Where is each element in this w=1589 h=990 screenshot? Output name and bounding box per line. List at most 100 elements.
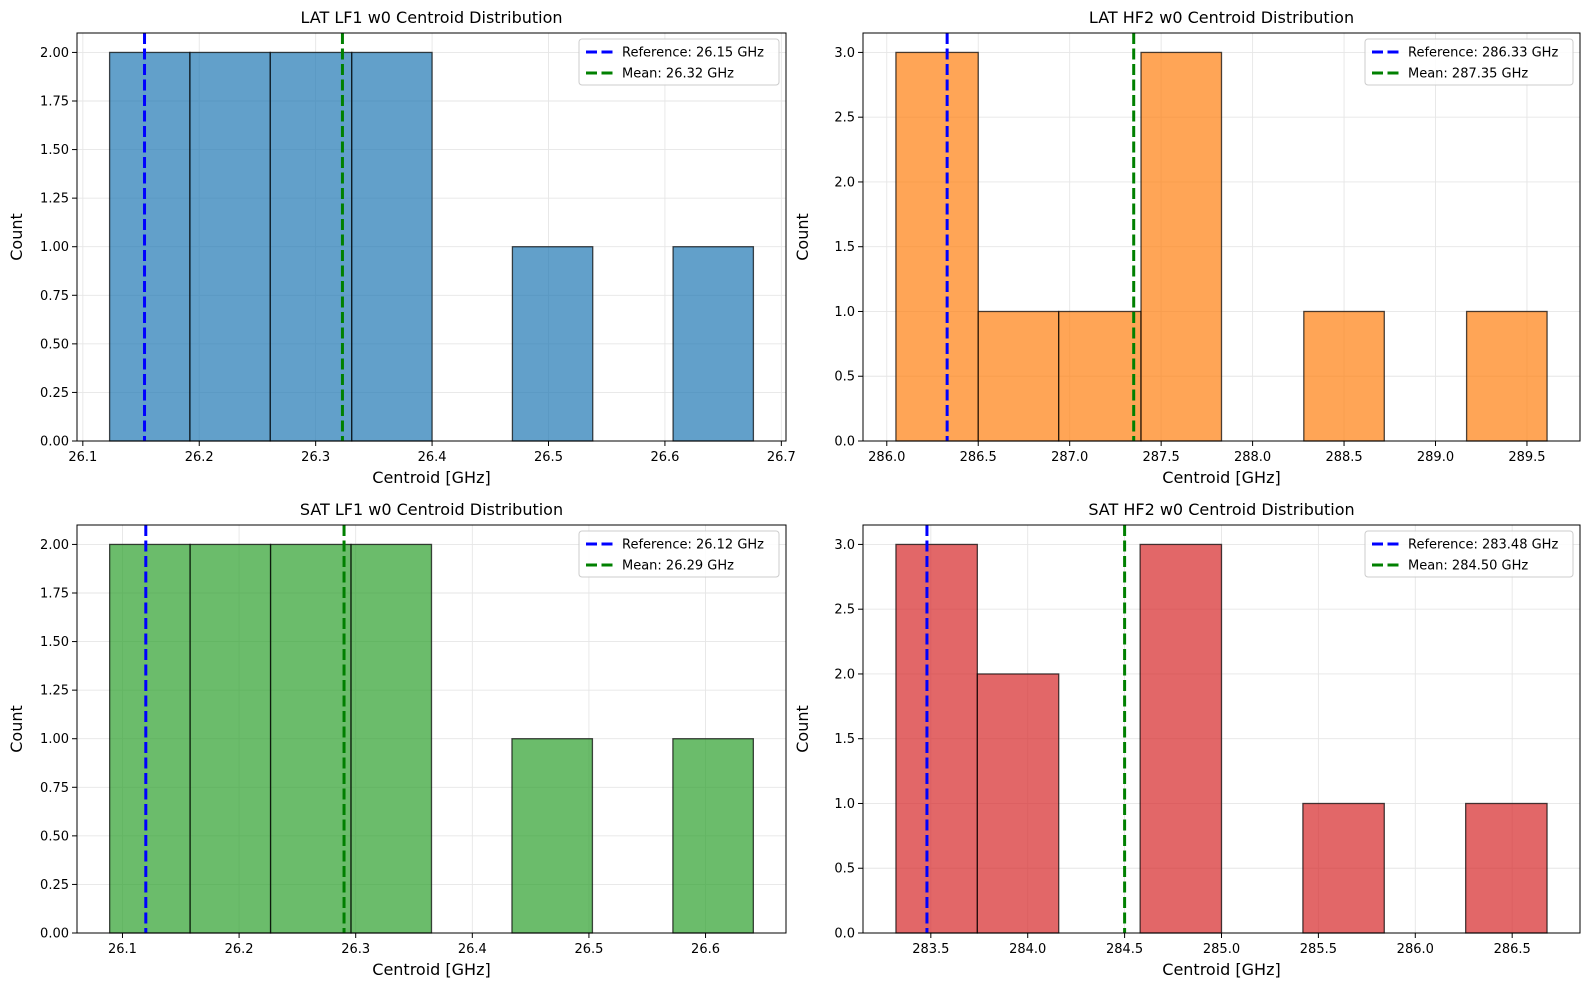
x-tick-label: 26.4	[458, 942, 487, 957]
legend-box	[1364, 38, 1574, 86]
legend-box	[578, 38, 780, 86]
x-tick-label: 26.3	[341, 942, 370, 957]
x-tick-label: 289.5	[1508, 450, 1545, 465]
y-tick-label: 0.25	[40, 386, 69, 401]
histogram-bar	[1303, 310, 1385, 442]
y-tick-label: 2.0	[834, 667, 855, 682]
x-tick-label: 288.0	[1234, 450, 1271, 465]
y-tick-label: 1.50	[40, 143, 69, 158]
histogram-bar	[672, 246, 755, 442]
x-tick-label: 286.5	[960, 450, 997, 465]
y-tick-label: 1.50	[40, 635, 69, 650]
legend: Reference: 286.33 GHz Mean: 287.35 GHz	[1364, 38, 1574, 86]
histogram-bar	[1139, 543, 1223, 934]
histogram-bar	[1140, 51, 1223, 442]
x-tick-label: 284.5	[1106, 942, 1143, 957]
y-tick-label: 0.0	[834, 435, 855, 450]
x-tick-label: 288.5	[1325, 450, 1362, 465]
y-tick-label: 0.5	[834, 862, 855, 877]
legend: Reference: 26.15 GHz Mean: 26.32 GHz	[578, 38, 780, 86]
y-axis-label: Count	[793, 213, 812, 261]
y-tick-label: 3.0	[834, 46, 855, 61]
y-tick-label: 2.5	[834, 603, 855, 618]
histogram-bar	[109, 543, 191, 934]
x-tick-label: 26.3	[301, 450, 330, 465]
y-tick-label: 0.50	[40, 337, 69, 352]
x-tick-label: 26.7	[767, 450, 796, 465]
legend-reference-label: Reference: 26.12 GHz	[622, 538, 764, 553]
y-tick-label: 0.75	[40, 781, 69, 796]
histogram-bar	[1465, 802, 1548, 934]
x-tick-label: 285.5	[1300, 942, 1337, 957]
x-axis-label: Centroid [GHz]	[1162, 468, 1280, 487]
x-tick-label: 26.6	[691, 942, 720, 957]
y-tick-label: 0.0	[834, 927, 855, 942]
histogram-bar	[976, 673, 1060, 934]
histogram-bar	[977, 310, 1060, 442]
histogram-bar	[189, 51, 271, 442]
legend-box	[578, 530, 780, 578]
x-axis-label: Centroid [GHz]	[372, 468, 490, 487]
histogram-bar	[895, 543, 978, 934]
x-tick-label: 26.1	[68, 450, 97, 465]
x-tick-label: 289.0	[1417, 450, 1454, 465]
y-tick-label: 0.00	[40, 435, 69, 450]
histogram-bar	[269, 51, 353, 442]
axes-frame	[76, 32, 787, 442]
y-tick-label: 1.25	[40, 684, 69, 699]
x-tick-label: 26.2	[225, 942, 254, 957]
legend-reference-label: Reference: 283.48 GHz	[1408, 538, 1558, 553]
histogram-bar	[1058, 310, 1142, 442]
x-tick-label: 284.0	[1009, 942, 1046, 957]
legend-reference-label: Reference: 26.15 GHz	[622, 46, 764, 61]
x-tick-label: 286.5	[1494, 942, 1531, 957]
x-tick-label: 26.5	[574, 942, 603, 957]
chart-title: LAT LF1 w0 Centroid Distribution	[300, 8, 562, 27]
y-tick-label: 2.00	[40, 538, 69, 553]
x-tick-label: 287.5	[1143, 450, 1180, 465]
y-tick-label: 1.00	[40, 240, 69, 255]
x-tick-label: 26.4	[418, 450, 447, 465]
axes-frame	[76, 524, 787, 934]
y-axis-label: Count	[793, 705, 812, 753]
legend: Reference: 283.48 GHz Mean: 284.50 GHz	[1364, 530, 1574, 578]
x-tick-label: 26.5	[534, 450, 563, 465]
y-tick-label: 0.25	[40, 878, 69, 893]
chart-panel-2: 286.0 286.5 287.0 287.5 288.0 288.5 289.0 289.5…	[793, 8, 1581, 487]
histogram-bar	[1465, 310, 1548, 442]
y-tick-label: 0.50	[40, 829, 69, 844]
x-axis-label: Centroid [GHz]	[372, 960, 490, 979]
histogram-bar	[269, 543, 352, 934]
y-tick-label: 1.5	[834, 732, 855, 747]
legend-mean-label: Mean: 26.32 GHz	[622, 67, 734, 82]
y-tick-label: 2.00	[40, 46, 69, 61]
chart-title: LAT HF2 w0 Centroid Distribution	[1089, 8, 1354, 27]
y-tick-label: 3.0	[834, 538, 855, 553]
legend-mean-label: Mean: 284.50 GHz	[1408, 559, 1528, 574]
histogram-bar	[1302, 802, 1385, 934]
y-tick-label: 1.75	[40, 95, 69, 110]
y-tick-label: 1.5	[834, 240, 855, 255]
legend-mean-label: Mean: 287.35 GHz	[1408, 67, 1528, 82]
chart-title: SAT LF1 w0 Centroid Distribution	[300, 500, 563, 519]
y-tick-label: 0.75	[40, 289, 69, 304]
legend-mean-label: Mean: 26.29 GHz	[622, 559, 734, 574]
y-tick-label: 1.0	[834, 797, 855, 812]
y-tick-label: 1.75	[40, 587, 69, 602]
chart-panel-1: 26.1 26.2 26.3 26.4 26.5 26.6 26.7 0.00 0.25 0.50…	[7, 8, 796, 487]
x-tick-label: 26.6	[650, 450, 679, 465]
x-tick-label: 283.5	[912, 942, 949, 957]
x-axis-label: Centroid [GHz]	[1162, 960, 1280, 979]
y-axis-label: Count	[7, 213, 26, 261]
chart-title: SAT HF2 w0 Centroid Distribution	[1088, 500, 1354, 519]
histogram-bar	[895, 51, 979, 442]
x-tick-label: 285.0	[1203, 942, 1240, 957]
histogram-bar	[511, 738, 594, 934]
y-tick-label: 1.0	[834, 305, 855, 320]
x-tick-label: 26.1	[108, 942, 137, 957]
x-tick-label: 286.0	[868, 450, 905, 465]
x-tick-label: 26.2	[185, 450, 214, 465]
legend: Reference: 26.12 GHz Mean: 26.29 GHz	[578, 530, 780, 578]
histogram-bar	[672, 738, 754, 934]
